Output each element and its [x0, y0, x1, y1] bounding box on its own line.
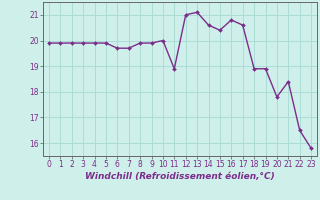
X-axis label: Windchill (Refroidissement éolien,°C): Windchill (Refroidissement éolien,°C): [85, 172, 275, 181]
